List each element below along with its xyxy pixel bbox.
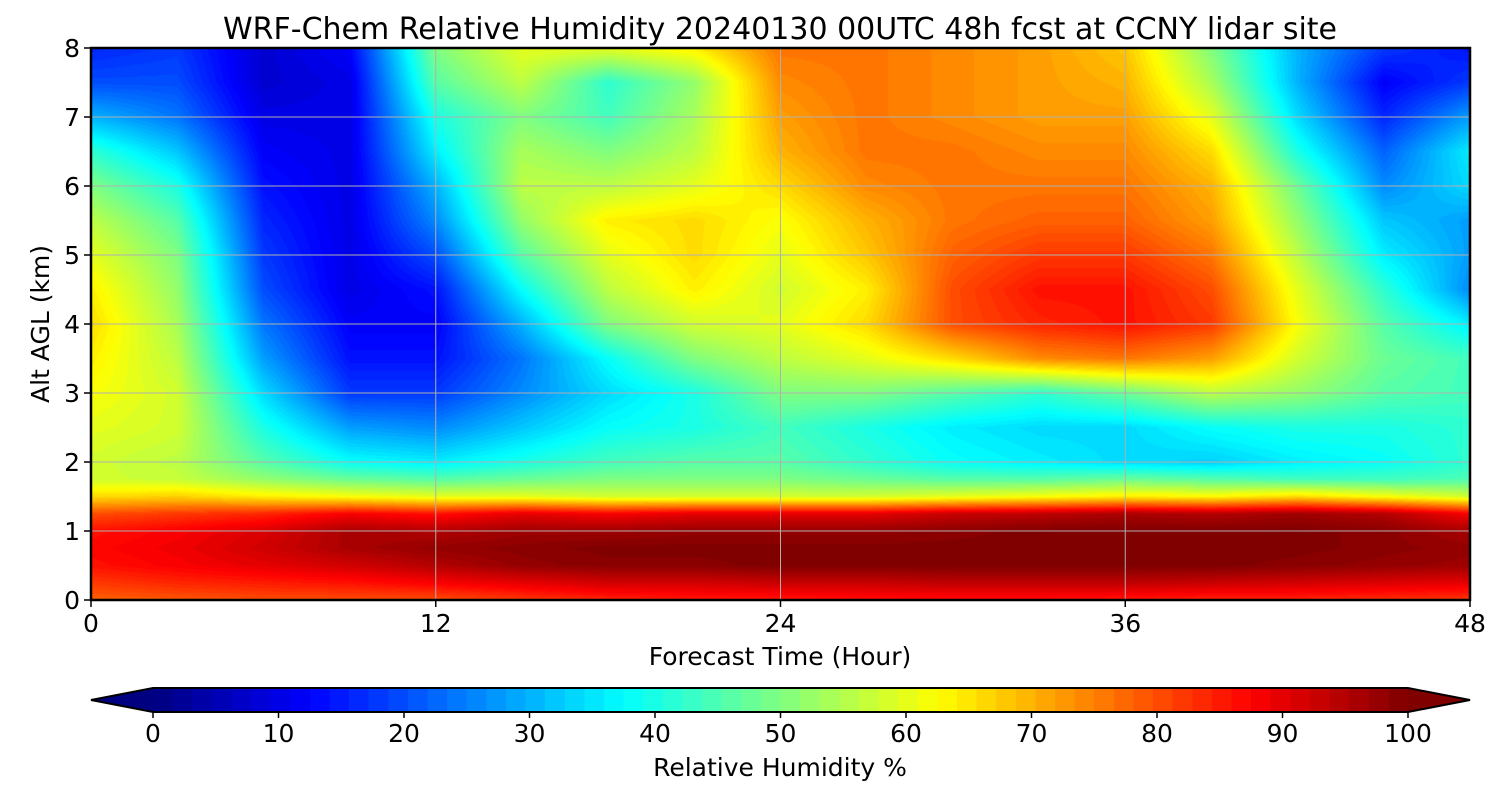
x-axis-label: Forecast Time (Hour) [649,642,912,671]
x-tick-label: 48 [1454,609,1486,638]
colorbar-tick-label: 10 [263,719,295,748]
y-tick-label: 2 [64,448,80,477]
colorbar: 0 10 20 30 40 50 60 70 80 90 100 [90,687,1471,748]
x-axis: 0 12 24 36 48 [83,600,1486,638]
y-axis: 0 1 2 3 4 5 6 7 8 [64,34,91,615]
chart-title: WRF-Chem Relative Humidity 20240130 00UT… [223,12,1337,47]
y-tick-label: 1 [64,517,80,546]
colorbar-tick-label: 70 [1016,719,1048,748]
colorbar-label: Relative Humidity % [653,753,907,782]
plot-area [89,46,1472,602]
colorbar-tick-label: 0 [145,719,161,748]
colorbar-tick-label: 50 [765,719,797,748]
y-tick-label: 0 [64,586,80,615]
colorbar-tick-label: 80 [1141,719,1173,748]
colorbar-tick-label: 60 [890,719,922,748]
colorbar-ticks: 0 10 20 30 40 50 60 70 80 90 100 [145,712,1432,748]
y-tick-label: 4 [64,310,80,339]
colorbar-tick-label: 100 [1384,719,1432,748]
colorbar-extend-low [91,688,153,712]
colorbar-tick-label: 20 [388,719,420,748]
x-tick-label: 12 [420,609,452,638]
y-tick-label: 7 [64,103,80,132]
colorbar-extend-high [1408,688,1470,712]
x-tick-label: 24 [765,609,797,638]
y-tick-label: 8 [64,34,80,63]
y-tick-label: 6 [64,172,80,201]
colorbar-gradient [153,688,1408,712]
x-tick-label: 36 [1109,609,1141,638]
y-tick-label: 3 [64,379,80,408]
x-tick-label: 0 [83,609,99,638]
colorbar-tick-label: 30 [514,719,546,748]
y-axis-label: Alt AGL (km) [26,245,55,403]
colorbar-tick-label: 40 [639,719,671,748]
y-tick-label: 5 [64,241,80,270]
colorbar-tick-label: 90 [1267,719,1299,748]
